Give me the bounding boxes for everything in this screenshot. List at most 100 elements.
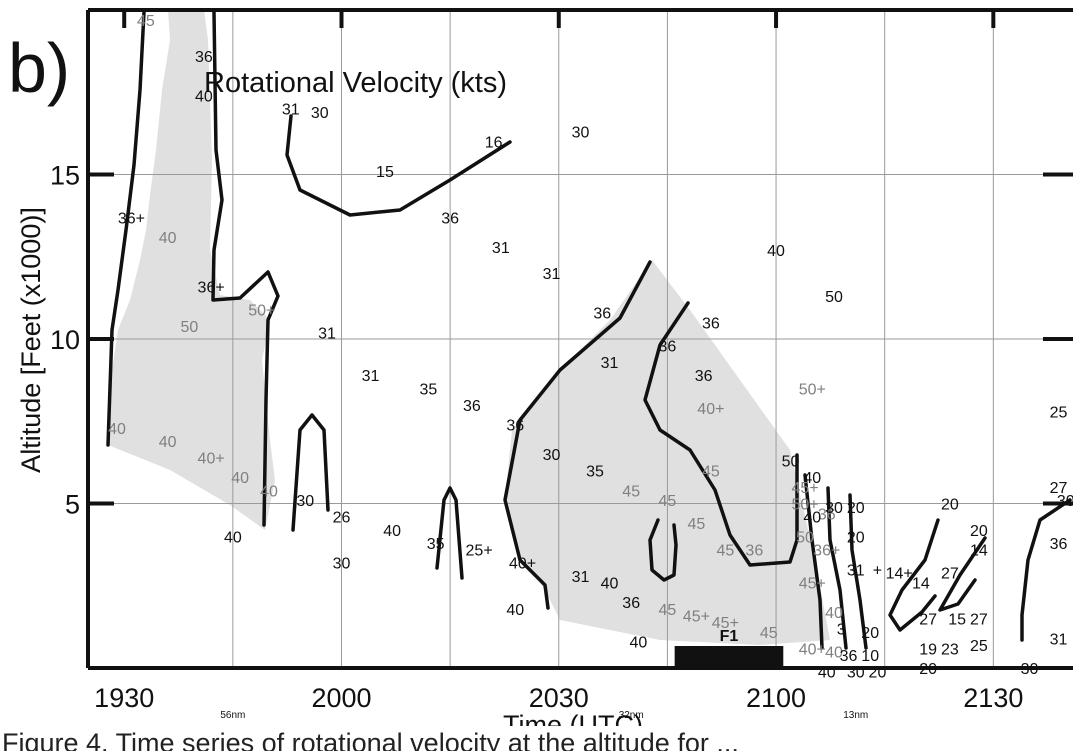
velocity-label-grey: 45 (137, 13, 155, 30)
velocity-label: 25 (1050, 404, 1068, 421)
x-tick-label: 2000 (311, 683, 371, 713)
velocity-label: 50 (782, 454, 800, 471)
figure-caption: Figure 4. Time series of rotational velo… (2, 728, 739, 751)
velocity-label-grey: 50+ (799, 381, 826, 398)
velocity-label: 31 (847, 562, 865, 579)
contour-left-inner (211, 10, 280, 527)
contour-line-far-right (1020, 498, 1072, 642)
x-tick-label: 1930 (94, 683, 154, 713)
velocity-label: 30 (333, 556, 351, 573)
velocity-label: 31 (601, 355, 619, 372)
velocity-label-grey: 40 (159, 230, 177, 247)
velocity-label: 36+ (118, 210, 145, 227)
contour-large-c (503, 260, 652, 610)
velocity-label-grey: 40 (260, 483, 278, 500)
velocity-label: + (873, 562, 882, 579)
velocity-label: 40 (601, 575, 619, 592)
velocity-label: 36 (702, 316, 720, 333)
velocity-label-grey: 50 (180, 319, 198, 336)
velocity-label: 30 (572, 125, 590, 142)
contour-loop-2127 (938, 536, 987, 612)
velocity-label-grey: 36+ (813, 543, 840, 560)
velocity-label: 3 (837, 622, 846, 639)
velocity-label: 31 (492, 240, 510, 257)
velocity-label: 36 (195, 49, 213, 66)
velocity-label: 30 (847, 664, 865, 681)
velocity-label: 27 (941, 566, 959, 583)
velocity-label: 40 (818, 664, 836, 681)
y-tick-label: 15 (50, 161, 80, 191)
grid-lines (88, 10, 1073, 668)
velocity-label: 20 (970, 523, 988, 540)
velocity-label: 30 (296, 493, 314, 510)
velocity-label-grey: 45+ (683, 608, 710, 625)
velocity-label-grey: 36 (818, 506, 836, 523)
x-axis-tick-labels: 1930 2000 2030 2100 2130 (94, 683, 1023, 713)
velocity-label: 36 (659, 339, 677, 356)
range-label: 32nm (619, 710, 644, 721)
velocity-label: 40 (383, 523, 401, 540)
velocity-label: 31 (572, 569, 590, 586)
contour-line-r3 (848, 493, 868, 650)
velocity-label: 14+ (886, 566, 913, 583)
contour-line-r2 (826, 486, 848, 650)
velocity-label: 20 (869, 664, 887, 681)
velocity-label: 36 (622, 595, 640, 612)
velocity-label-grey: 45 (687, 516, 705, 533)
contour-loop-2120 (888, 518, 940, 632)
velocity-label: 31 (1050, 631, 1068, 648)
contour-line-r1 (803, 473, 824, 650)
f1-damage-label: F1 (720, 628, 739, 645)
velocity-label: 19 (919, 641, 937, 658)
velocity-label-grey: 50 (796, 529, 814, 546)
y-tick-label: 10 (50, 325, 80, 355)
velocity-label: 27 (919, 612, 937, 629)
velocity-label: 36 (463, 398, 481, 415)
contour-inner-50 (643, 301, 799, 567)
velocity-label-grey: 40 (825, 605, 843, 622)
velocity-label: 27 (1050, 480, 1068, 497)
velocity-label: 31 (282, 102, 300, 119)
velocity-label: 25+ (466, 543, 493, 560)
velocity-label-grey: 45 (659, 602, 677, 619)
f1-damage-bar (674, 646, 784, 670)
velocity-label: 36 (1050, 536, 1068, 553)
velocity-label: 36+ (198, 279, 225, 296)
velocity-label-grey: 36 (745, 543, 763, 560)
velocity-label: 20 (861, 625, 879, 642)
velocity-label: 14 (912, 575, 930, 592)
velocity-label: 27 (970, 612, 988, 629)
contour-arch-2005 (291, 413, 330, 532)
velocity-label: 40 (224, 529, 242, 546)
velocity-label-grey: 45 (716, 543, 734, 560)
velocity-label: 23 (941, 641, 959, 658)
velocity-label: 15 (948, 612, 966, 629)
velocity-label: 30 (543, 447, 561, 464)
velocity-label-grey: 45+ (799, 575, 826, 592)
velocity-label: 20 (847, 529, 865, 546)
velocity-label: 20 (847, 500, 865, 517)
range-label: 56nm (220, 710, 245, 721)
velocity-label: 35 (420, 381, 438, 398)
velocity-label-grey: 40 (231, 470, 249, 487)
velocity-label-grey: 40 (108, 421, 126, 438)
range-label: 13nm (843, 710, 868, 721)
velocity-label-grey: 45+ (712, 615, 739, 632)
velocity-label: 31 (362, 368, 380, 385)
velocity-label-grey: 50+ (248, 302, 275, 319)
velocity-label-grey: 40 (159, 434, 177, 451)
velocity-label: 26 (333, 510, 351, 527)
velocity-label-grey: 40+ (697, 401, 724, 418)
velocity-label: 31 (318, 325, 336, 342)
x-axis-title: Time (UTC) (503, 710, 643, 726)
velocity-label: 20 (941, 497, 959, 514)
velocity-label: 31 (543, 266, 561, 283)
contour-arch-2020 (435, 486, 464, 580)
chart-title: Rotational Velocity (kts) (204, 67, 507, 99)
velocity-label: 36 (593, 306, 611, 323)
velocity-label: 40 (630, 635, 648, 652)
velocity-label: 35 (427, 536, 445, 553)
contour-outer-left (106, 10, 146, 447)
